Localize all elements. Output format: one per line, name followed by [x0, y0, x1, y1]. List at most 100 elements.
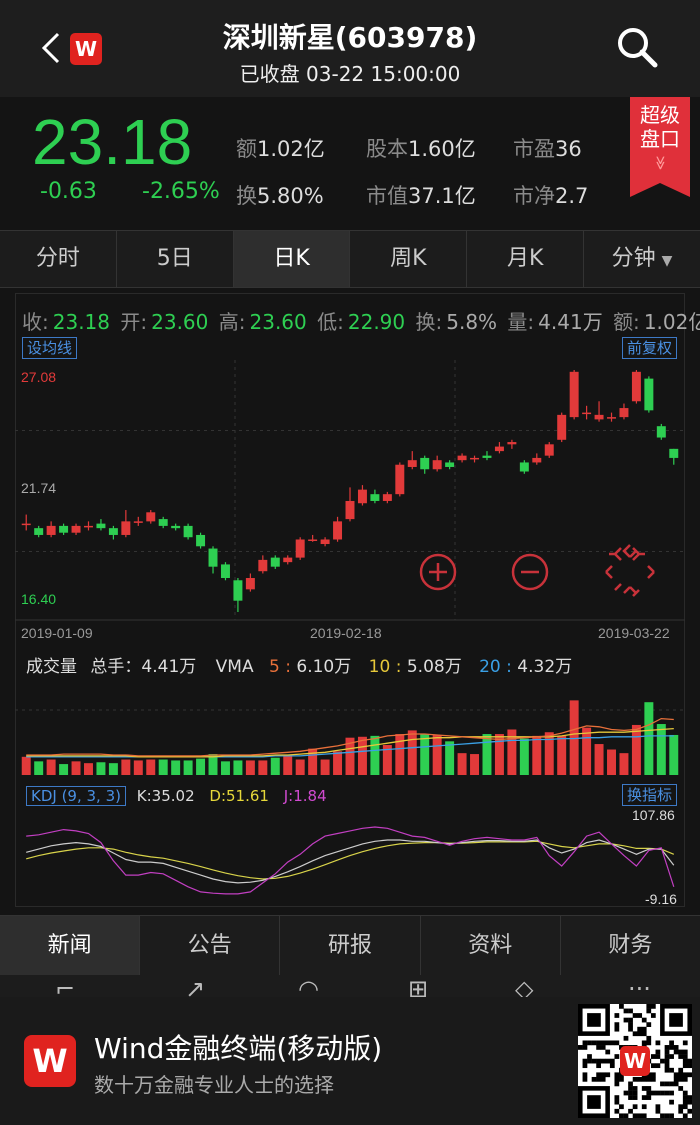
- tab-weekly-k[interactable]: 周K: [350, 231, 468, 287]
- super-orderbook-button[interactable]: 超级 盘口 ≫: [630, 97, 690, 197]
- tab-minute[interactable]: 分钟 ▼: [584, 231, 700, 287]
- low-value: 22.90: [347, 310, 406, 334]
- layers-icon[interactable]: ◇: [515, 975, 534, 997]
- tab-daily-k[interactable]: 日K: [233, 231, 351, 287]
- candle: [582, 405, 592, 420]
- kdj-indicator-name[interactable]: KDJ (9, 3, 3): [26, 786, 126, 806]
- price-change: -0.63: [40, 179, 97, 204]
- volume-bar: [283, 754, 293, 775]
- candle: [382, 491, 392, 504]
- y-tick-label: 21.74: [21, 480, 56, 496]
- volume-bar: [607, 749, 616, 775]
- candle: [482, 451, 492, 461]
- vol-value: 4.41万: [538, 310, 603, 334]
- back-arrow-icon[interactable]: [36, 28, 66, 68]
- vma10-value: 5.08万: [406, 657, 462, 677]
- k-value: 35.02: [151, 787, 195, 805]
- open-value: 23.60: [151, 310, 209, 334]
- kdj-chart[interactable]: 107.86 -9.16: [15, 806, 685, 906]
- tab-5day[interactable]: 5日: [117, 231, 234, 287]
- volume-bar: [333, 751, 343, 775]
- volume-bar: [457, 753, 467, 775]
- switch-indicator-button[interactable]: 换指标: [622, 784, 678, 806]
- mktcap-label: 市值: [366, 184, 408, 208]
- zoom-out-icon[interactable]: [511, 553, 549, 591]
- volume-bar: [245, 760, 255, 775]
- move-crosshair-icon[interactable]: [605, 544, 655, 597]
- vma-label: VMA: [215, 657, 254, 677]
- volume-bar: [594, 744, 604, 775]
- ma-setting-button[interactable]: 设均线: [22, 337, 78, 359]
- candle: [196, 532, 206, 549]
- volume-bar: [133, 760, 143, 775]
- vma5-value: 6.10万: [296, 657, 352, 677]
- ohlc-summary: 收: 23.18 开: 23.60 高: 23.60 低: 22.90 换: 5.8% 量…: [22, 306, 700, 335]
- candle: [220, 562, 230, 581]
- tab-intraday[interactable]: 分时: [0, 231, 117, 287]
- volume-bar: [395, 734, 405, 775]
- y-tick-label: 16.40: [21, 591, 56, 607]
- vma10-key: 10: [368, 657, 391, 677]
- volume-bar: [233, 760, 243, 775]
- candle: [432, 455, 442, 472]
- candlestick-chart[interactable]: 27.08 21.74 16.40 2019-01-09 2019-02-18 2019-…: [15, 360, 685, 650]
- candle: [357, 485, 367, 506]
- high-label: 高:: [218, 310, 246, 334]
- tab-news[interactable]: 新闻: [0, 916, 141, 975]
- tab-monthly-k[interactable]: 月K: [467, 231, 585, 287]
- share-icon[interactable]: ↗: [185, 975, 206, 997]
- tab-announcements[interactable]: 公告: [140, 916, 281, 975]
- amt-value: 1.02亿: [643, 310, 700, 334]
- price-change-pct: -2.65%: [142, 179, 220, 204]
- volume-bar: [146, 759, 156, 775]
- candle: [445, 460, 455, 470]
- volume-bar: [59, 764, 69, 775]
- tab-financials[interactable]: 财务: [608, 933, 653, 958]
- candle: [59, 523, 69, 535]
- candle: [420, 455, 430, 474]
- volume-bar: [432, 734, 442, 775]
- bottom-toolbar: ⌐ ↗ ◠ ⊞ ◇ ···: [0, 975, 700, 997]
- alert-icon[interactable]: ◠: [298, 975, 319, 997]
- volume-bar: [295, 759, 305, 775]
- volume-bar: [308, 748, 318, 775]
- j-value: 1.84: [293, 787, 327, 805]
- volume-bar: [644, 702, 654, 775]
- search-icon[interactable]: [616, 26, 658, 68]
- qr-logo: [620, 1046, 650, 1076]
- candle: [283, 555, 293, 565]
- toolbar-icon-1[interactable]: ⌐: [55, 975, 76, 997]
- candle: [208, 546, 218, 574]
- candle: [457, 453, 467, 463]
- kdj-j-line: [26, 826, 675, 895]
- more-icon[interactable]: ···: [628, 975, 651, 997]
- volume-bar: [357, 736, 367, 775]
- candle: [656, 423, 666, 440]
- add-icon[interactable]: ⊞: [408, 975, 429, 997]
- d-value: 51.61: [226, 787, 269, 805]
- shares-value: 1.60亿: [408, 137, 476, 161]
- volume-bar: [183, 760, 193, 775]
- vma20-value: 4.32万: [517, 657, 573, 677]
- zoom-in-icon[interactable]: [419, 553, 457, 591]
- volume-chart[interactable]: [15, 680, 685, 780]
- wind-logo: W: [70, 33, 102, 65]
- candle: [84, 521, 93, 531]
- candle: [507, 439, 517, 449]
- tab-research[interactable]: 研报: [280, 916, 421, 975]
- candle: [607, 412, 616, 422]
- vma5-line: [26, 717, 674, 757]
- vma10-line: [26, 727, 674, 758]
- volume-bar: [544, 732, 554, 775]
- amt-label: 额:: [613, 310, 640, 334]
- volume-bar: [96, 762, 106, 775]
- volume-bar: [507, 729, 517, 775]
- mktcap-stat: 市值37.1亿: [366, 180, 476, 210]
- pe-label: 市盈: [513, 137, 555, 161]
- volume-bar: [320, 759, 330, 775]
- super-label-2: 盘口: [640, 127, 680, 151]
- volume-total-label: 总手：: [90, 657, 142, 677]
- vma5-key: 5: [269, 657, 280, 677]
- tab-profile[interactable]: 资料: [421, 916, 561, 975]
- adjust-button[interactable]: 前复权: [622, 337, 678, 359]
